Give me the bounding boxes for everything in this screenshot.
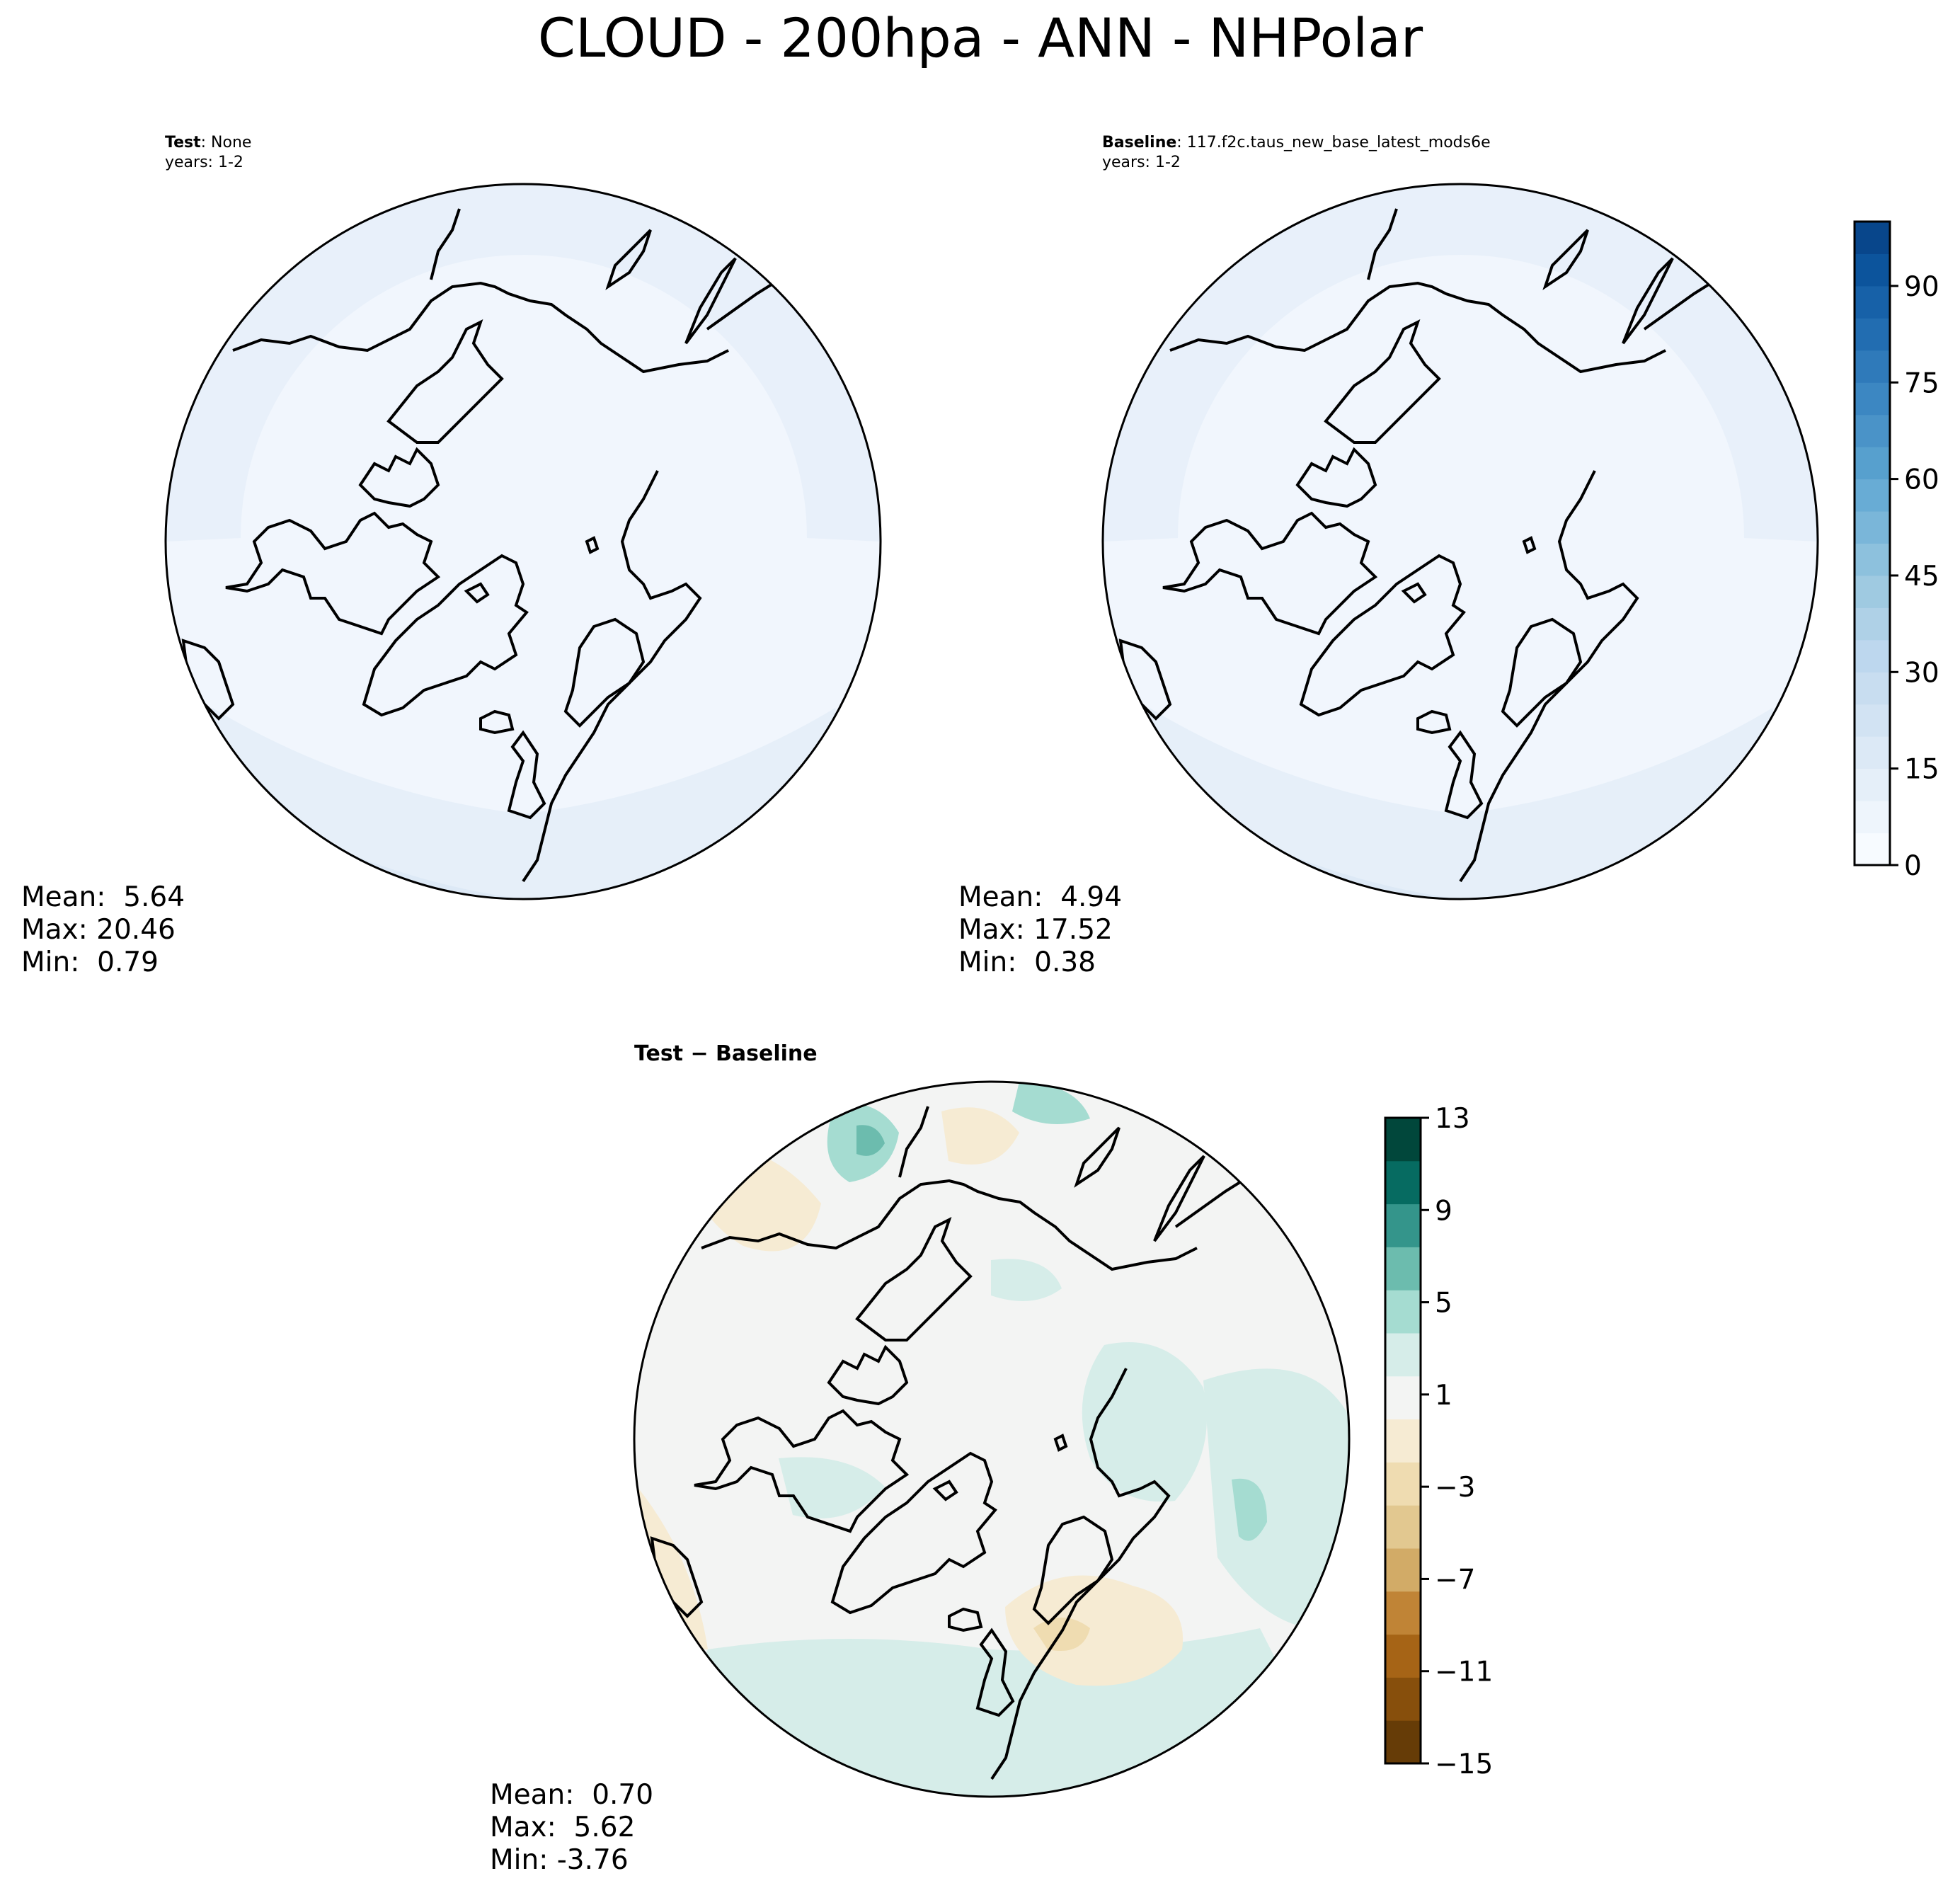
cloud-colorbar-tick-label: 90 [1904,271,1939,303]
cloud-colorbar-level [1855,511,1890,544]
cloud-colorbar-tick-label: 75 [1904,367,1939,399]
cloud-colorbar-level [1855,447,1890,480]
diff-colorbar-tick-label: 13 [1435,1103,1470,1135]
diff-colorbar-level [1385,1591,1421,1635]
diff-max: Max: 5.62 [490,1812,635,1843]
diff-colorbar-tick-label: 9 [1435,1195,1452,1227]
panel-test: Test: None years: 1-2 Mean: 5.64 Max: 20… [21,134,882,978]
diff-colorbar-level [1385,1419,1421,1463]
diff-colorbar-level [1385,1375,1421,1420]
test-label-rest: : None [201,134,252,151]
diff-colorbar-level [1385,1290,1421,1334]
diff-colorbar-level [1385,1118,1421,1162]
baseline-mean: Mean: 4.94 [958,881,1122,913]
diff-colorbar-level [1385,1634,1421,1678]
cloud-colorbar-level [1855,285,1890,319]
cloud-colorbar-level [1855,672,1890,705]
baseline-label-bold: Baseline [1102,134,1176,151]
diff-colorbar-level [1385,1505,1421,1549]
diff-colorbar-tick-label: 1 [1435,1380,1452,1412]
cloud-colorbar-level [1855,414,1890,447]
cloud-colorbar-level [1855,639,1890,673]
panel-baseline: Baseline: 117.f2c.taus_new_base_latest_m… [958,134,1819,978]
diff-colorbar-level [1385,1247,1421,1291]
cloud-colorbar-level [1855,350,1890,383]
diff-colorbar-tick-label: −7 [1435,1564,1476,1596]
diff-colorbar-tick-label: −11 [1435,1657,1493,1688]
cloud-colorbar-level [1855,543,1890,576]
diff-colorbar-level [1385,1548,1421,1592]
test-mean: Mean: 5.64 [21,881,185,913]
diff-colorbar-level [1385,1203,1421,1247]
cloud-colorbar-level [1855,479,1890,512]
cloud-colorbar-tick-label: 0 [1904,850,1922,882]
svg-text:Test: None: Test: None [165,134,251,151]
test-years: years: 1-2 [165,154,243,171]
diff-colorbar-level [1385,1677,1421,1721]
baseline-label-rest: : 117.f2c.taus_new_base_latest_mods6e [1176,134,1490,151]
panel-diff: Test − Baseline Mean: 0.70 Max: 5.62 [490,1041,1351,1876]
baseline-map [1103,184,1818,899]
cloud-colorbar: 0 15 30 45 60 75 90 [1853,220,1939,882]
diff-colorbar-tick-label: −15 [1435,1749,1493,1780]
cloud-colorbar-level [1855,768,1890,801]
cloud-colorbar-level [1855,575,1890,608]
diff-label: Test − Baseline [634,1041,818,1066]
diff-colorbar-tick-label: 5 [1435,1288,1452,1320]
cloud-colorbar-frame [1853,220,1891,866]
diff-colorbar-level [1385,1333,1421,1377]
diff-map-border [633,1080,1351,1798]
cloud-colorbar-level [1855,736,1890,769]
test-label-bold: Test [165,134,201,151]
diff-colorbar-level [1385,1160,1421,1205]
cloud-colorbar-level [1855,801,1890,834]
diff-min: Min: -3.76 [490,1844,629,1876]
cloud-colorbar-tick-label: 15 [1904,754,1939,786]
cloud-colorbar-tick-label: 60 [1904,464,1939,496]
test-stats: Mean: 5.64 Max: 20.46 Min: 0.79 [21,881,185,978]
baseline-max: Max: 17.52 [958,914,1113,946]
diff-stats: Mean: 0.70 Max: 5.62 Min: -3.76 [490,1779,653,1876]
diff-mean: Mean: 0.70 [490,1779,653,1811]
test-max: Max: 20.46 [21,914,176,946]
diff-colorbar-level [1385,1720,1421,1764]
figure-title: CLOUD - 200hpa - ANN - NHPolar [538,6,1423,69]
test-map [166,184,881,899]
cloud-colorbar-level [1855,318,1890,351]
diff-colorbar-frame [1384,1116,1422,1765]
diff-map [634,1082,1349,1797]
diff-colorbar-level [1385,1462,1421,1506]
baseline-min: Min: 0.38 [958,946,1096,978]
svg-text:Baseline: 117.f2c.taus_new_bas: Baseline: 117.f2c.taus_new_base_latest_m… [1102,134,1491,151]
cloud-colorbar-level [1855,382,1890,416]
cloud-colorbar-level [1855,253,1890,287]
cloud-colorbar-level [1855,833,1890,866]
cloud-colorbar-tick-label: 45 [1904,561,1939,593]
baseline-map-border [1101,183,1819,900]
cloud-colorbar-tick-label: 30 [1904,657,1939,689]
test-min: Min: 0.79 [21,946,159,978]
baseline-stats: Mean: 4.94 Max: 17.52 Min: 0.38 [958,881,1122,978]
cloud-colorbar-level [1855,704,1890,737]
diff-colorbar-tick-label: −3 [1435,1472,1476,1504]
test-map-border [164,183,882,900]
diff-colorbar: 13 9 5 1 −3 −7 −11 −15 [1384,1103,1493,1780]
cloud-colorbar-level [1855,222,1890,254]
cloud-colorbar-level [1855,607,1890,641]
baseline-years: years: 1-2 [1102,154,1181,171]
